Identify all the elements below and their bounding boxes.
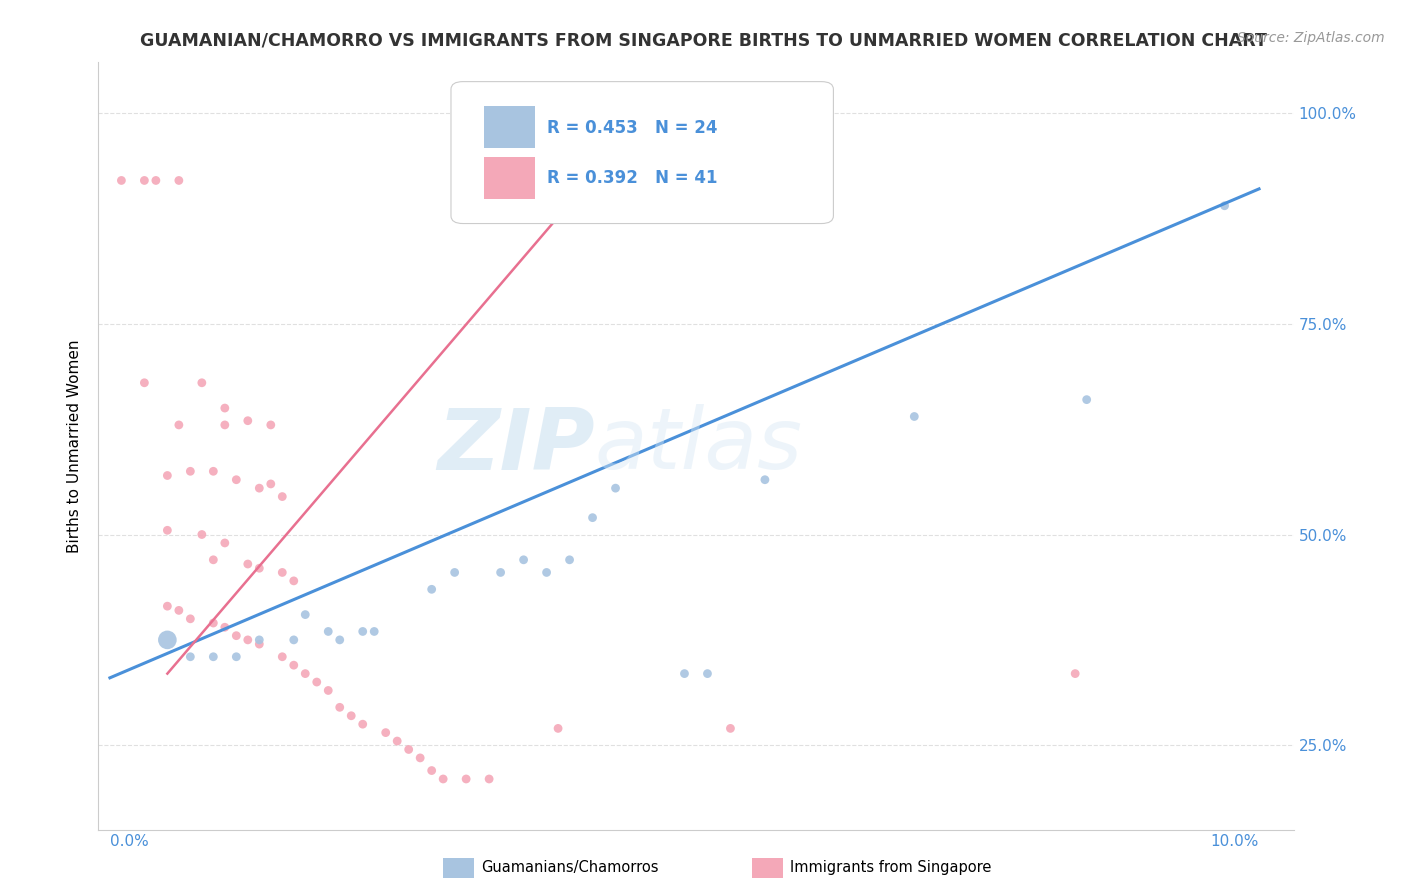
Point (134, 173, 156, 187)
Point (558, 553, 581, 567)
FancyBboxPatch shape (451, 81, 834, 224)
Point (352, 717, 374, 731)
Point (581, 510, 603, 524)
Point (443, 566, 465, 580)
Text: Immigrants from Singapore: Immigrants from Singapore (790, 860, 991, 874)
Text: Source: ZipAtlas.com: Source: ZipAtlas.com (1237, 31, 1385, 45)
Point (283, 574, 305, 588)
Point (432, 772, 454, 786)
Point (316, 624, 339, 639)
Point (271, 490, 294, 504)
Point (225, 473, 247, 487)
Point (202, 649, 225, 664)
Point (247, 481, 270, 495)
Point (214, 620, 236, 634)
Point (247, 561, 270, 575)
Text: atlas: atlas (595, 404, 803, 488)
Point (456, 772, 478, 786)
Text: 0.0%: 0.0% (110, 834, 149, 849)
Point (294, 666, 316, 681)
Point (214, 417, 236, 432)
Point (478, 772, 501, 786)
Point (260, 477, 283, 491)
Point (316, 683, 339, 698)
Point (329, 632, 352, 647)
Point (271, 649, 294, 664)
Point (167, 603, 190, 617)
Point (283, 658, 305, 673)
Point (156, 632, 179, 647)
Point (202, 553, 225, 567)
Point (1213, 199, 1236, 213)
Point (352, 624, 374, 639)
Point (409, 751, 432, 765)
Point (247, 632, 270, 647)
FancyBboxPatch shape (485, 106, 534, 148)
Point (202, 464, 225, 478)
Text: R = 0.453   N = 24: R = 0.453 N = 24 (547, 119, 717, 136)
Y-axis label: Births to Unmarried Women: Births to Unmarried Women (67, 339, 83, 553)
Point (156, 468, 179, 483)
Point (179, 649, 201, 664)
Point (191, 376, 214, 390)
Text: ZIP: ZIP (437, 404, 595, 488)
Point (145, 173, 167, 187)
Point (1064, 666, 1087, 681)
Point (673, 666, 696, 681)
Point (489, 566, 512, 580)
Point (605, 481, 627, 495)
Text: Guamanians/Chamorros: Guamanians/Chamorros (481, 860, 658, 874)
Point (512, 553, 534, 567)
Point (202, 615, 225, 630)
Point (225, 629, 247, 643)
Point (179, 464, 201, 478)
Point (225, 649, 247, 664)
FancyBboxPatch shape (485, 157, 534, 199)
Point (536, 566, 558, 580)
Point (167, 173, 190, 187)
Point (501, 173, 523, 187)
Point (247, 637, 270, 651)
Point (329, 700, 352, 714)
Point (214, 536, 236, 550)
Point (167, 417, 190, 432)
Point (134, 376, 156, 390)
Point (385, 734, 409, 748)
Point (363, 624, 385, 639)
Point (547, 722, 569, 736)
Text: R = 0.392   N = 41: R = 0.392 N = 41 (547, 169, 717, 186)
Text: GUAMANIAN/CHAMORRO VS IMMIGRANTS FROM SINGAPORE BIRTHS TO UNMARRIED WOMEN CORREL: GUAMANIAN/CHAMORRO VS IMMIGRANTS FROM SI… (139, 31, 1267, 49)
Point (260, 417, 283, 432)
Point (179, 612, 201, 626)
Point (720, 722, 742, 736)
Point (398, 742, 420, 756)
Point (696, 666, 718, 681)
Point (420, 582, 443, 597)
Point (156, 524, 179, 538)
Point (283, 632, 305, 647)
Point (294, 607, 316, 622)
Point (236, 557, 259, 571)
Point (236, 414, 259, 428)
Point (340, 708, 363, 723)
Point (156, 599, 179, 614)
Point (236, 632, 259, 647)
Point (191, 527, 214, 541)
Text: 10.0%: 10.0% (1211, 834, 1258, 849)
Point (305, 675, 328, 690)
Point (110, 173, 132, 187)
Point (420, 764, 443, 778)
Point (374, 725, 396, 739)
Point (754, 473, 776, 487)
Point (214, 401, 236, 415)
Point (1076, 392, 1098, 407)
Point (903, 409, 925, 424)
Point (271, 566, 294, 580)
